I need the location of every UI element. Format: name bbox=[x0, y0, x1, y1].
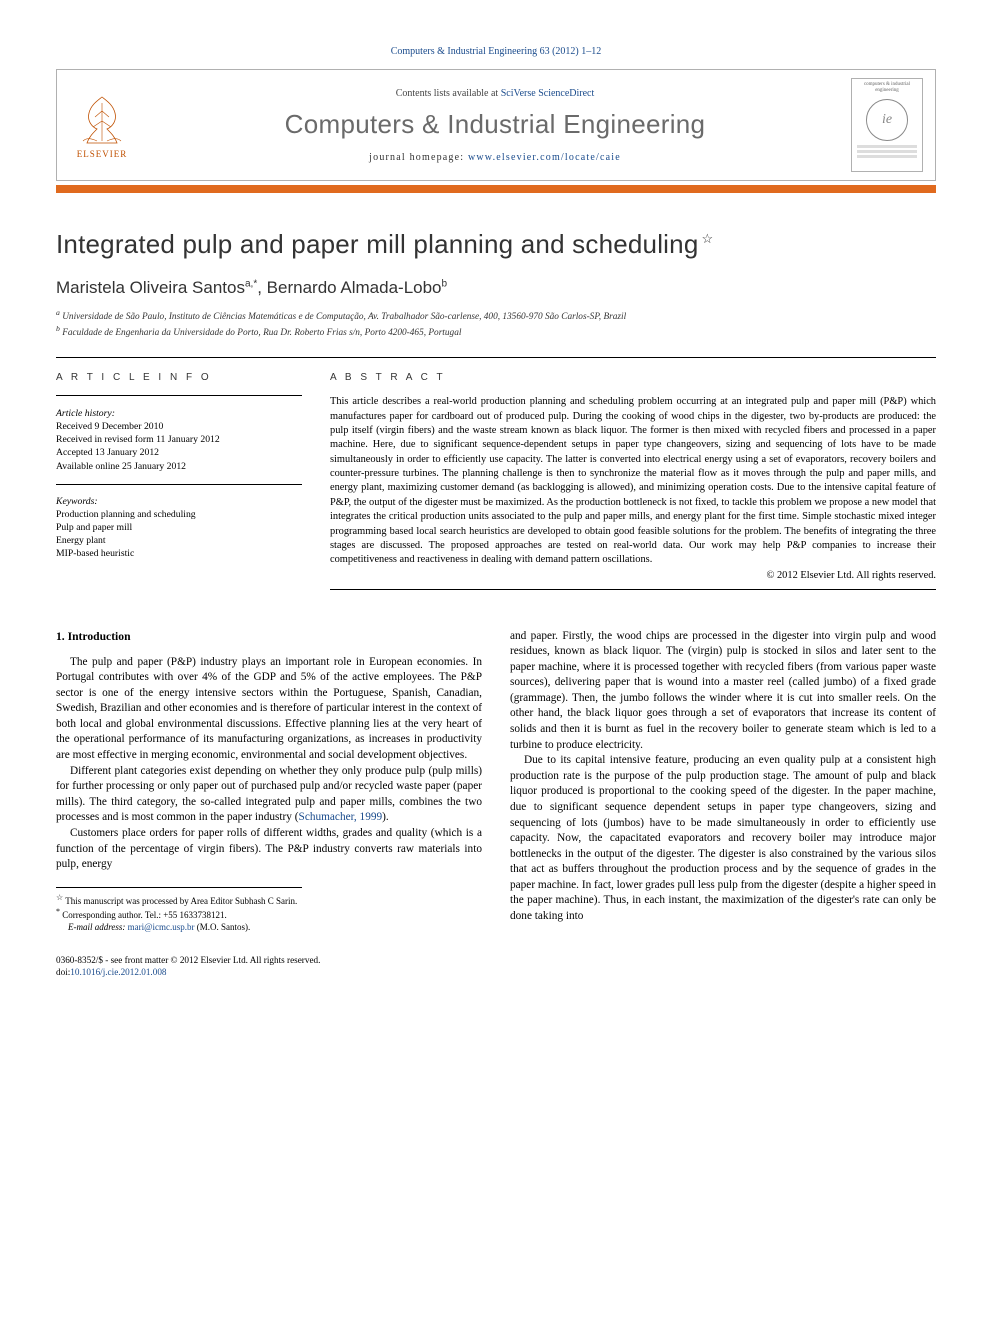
elsevier-tree-icon bbox=[75, 91, 129, 147]
affiliation-a-text: Universidade de São Paulo, Instituto de … bbox=[62, 312, 626, 322]
abstract-column: A B S T R A C T This article describes a… bbox=[330, 357, 936, 600]
accepted-date: Accepted 13 January 2012 bbox=[56, 446, 302, 459]
footnotes: ☆ This manuscript was processed by Area … bbox=[56, 887, 302, 933]
received-date: Received 9 December 2010 bbox=[56, 420, 302, 433]
masthead-center: Contents lists available at SciVerse Sci… bbox=[149, 88, 841, 163]
elsevier-label: ELSEVIER bbox=[77, 149, 128, 159]
ref-schumacher-1999[interactable]: Schumacher, 1999 bbox=[299, 811, 383, 823]
meta-divider bbox=[56, 484, 302, 485]
header-citation[interactable]: Computers & Industrial Engineering 63 (2… bbox=[56, 46, 936, 57]
contents-prefix: Contents lists available at bbox=[396, 88, 501, 99]
keyword-3: Energy plant bbox=[56, 534, 302, 547]
body-text: 1. Introduction The pulp and paper (P&P)… bbox=[56, 629, 936, 934]
keywords-label: Keywords: bbox=[56, 496, 302, 507]
footer-doi-line: doi:10.1016/j.cie.2012.01.008 bbox=[56, 967, 936, 979]
homepage-prefix: journal homepage: bbox=[369, 152, 468, 163]
author-1[interactable]: Maristela Oliveira Santos bbox=[56, 278, 245, 297]
elsevier-logo[interactable]: ELSEVIER bbox=[69, 86, 135, 164]
homepage-line: journal homepage: www.elsevier.com/locat… bbox=[149, 152, 841, 163]
footnote-corr-text: Corresponding author. Tel.: +55 16337381… bbox=[62, 910, 227, 920]
footnote-manuscript: ☆ This manuscript was processed by Area … bbox=[56, 893, 302, 907]
affiliation-b-text: Faculdade de Engenharia da Universidade … bbox=[62, 328, 461, 338]
email-link[interactable]: mari@icmc.usp.br bbox=[128, 922, 195, 932]
cover-title: computers & industrial engineering bbox=[855, 82, 919, 93]
footnote-corresponding: * Corresponding author. Tel.: +55 163373… bbox=[56, 907, 302, 921]
title-text: Integrated pulp and paper mill planning … bbox=[56, 229, 698, 259]
doi-link[interactable]: 10.1016/j.cie.2012.01.008 bbox=[70, 967, 166, 977]
para-2-lead: Different plant categories exist dependi… bbox=[56, 765, 482, 824]
email-tail: (M.O. Santos). bbox=[194, 922, 250, 932]
footnote-manuscript-text: This manuscript was processed by Area Ed… bbox=[65, 896, 297, 906]
affiliations: a Universidade de São Paulo, Instituto d… bbox=[56, 308, 936, 339]
footer-front-matter: 0360-8352/$ - see front matter © 2012 El… bbox=[56, 955, 936, 967]
abstract-text: This article describes a real-world prod… bbox=[330, 395, 936, 567]
keyword-4: MIP-based heuristic bbox=[56, 547, 302, 560]
homepage-link[interactable]: www.elsevier.com/locate/caie bbox=[468, 152, 621, 163]
title-footnote-marker[interactable]: ☆ bbox=[701, 231, 713, 246]
orange-divider-bar bbox=[56, 185, 936, 193]
doi-prefix: doi: bbox=[56, 967, 70, 977]
online-date: Available online 25 January 2012 bbox=[56, 460, 302, 473]
abstract-copyright: © 2012 Elsevier Ltd. All rights reserved… bbox=[330, 570, 936, 581]
abstract-divider bbox=[330, 589, 936, 590]
journal-name: Computers & Industrial Engineering bbox=[149, 109, 841, 140]
journal-cover-thumbnail[interactable]: computers & industrial engineering ie bbox=[851, 78, 923, 172]
masthead: ELSEVIER Contents lists available at Sci… bbox=[56, 69, 936, 181]
page-footer: 0360-8352/$ - see front matter © 2012 El… bbox=[56, 955, 936, 979]
article-history-label: Article history: bbox=[56, 408, 302, 419]
footnote-email: E-mail address: mari@icmc.usp.br (M.O. S… bbox=[56, 921, 302, 933]
para-3: Customers place orders for paper rolls o… bbox=[56, 826, 482, 873]
keyword-1: Production planning and scheduling bbox=[56, 508, 302, 521]
author-2-affil: b bbox=[442, 278, 448, 289]
footnote-star-icon: ☆ bbox=[56, 893, 63, 902]
para-5: Due to its capital intensive feature, pr… bbox=[510, 753, 936, 924]
author-sep: , bbox=[257, 278, 266, 297]
author-2[interactable]: Bernardo Almada-Lobo bbox=[267, 278, 442, 297]
article-info-heading: A R T I C L E I N F O bbox=[56, 372, 302, 383]
affiliation-b: b Faculdade de Engenharia da Universidad… bbox=[56, 324, 936, 340]
sciencedirect-link[interactable]: SciVerse ScienceDirect bbox=[501, 88, 595, 99]
article-info-column: A R T I C L E I N F O Article history: R… bbox=[56, 358, 302, 600]
section-1-heading: 1. Introduction bbox=[56, 629, 482, 645]
para-1: The pulp and paper (P&P) industry plays … bbox=[56, 655, 482, 764]
para-4: and paper. Firstly, the wood chips are p… bbox=[510, 629, 936, 754]
authors-line: Maristela Oliveira Santosa,*, Bernardo A… bbox=[56, 278, 936, 298]
revised-date: Received in revised form 11 January 2012 bbox=[56, 433, 302, 446]
email-label: E-mail address: bbox=[68, 922, 128, 932]
cover-glyph: ie bbox=[866, 99, 908, 141]
footnote-corr-icon: * bbox=[56, 907, 60, 916]
para-2-tail: ). bbox=[382, 811, 389, 823]
contents-lists-line: Contents lists available at SciVerse Sci… bbox=[149, 88, 841, 99]
keyword-2: Pulp and paper mill bbox=[56, 521, 302, 534]
abstract-heading: A B S T R A C T bbox=[330, 372, 936, 383]
affiliation-a: a Universidade de São Paulo, Instituto d… bbox=[56, 308, 936, 324]
article-title: Integrated pulp and paper mill planning … bbox=[56, 229, 936, 260]
para-2: Different plant categories exist dependi… bbox=[56, 764, 482, 826]
